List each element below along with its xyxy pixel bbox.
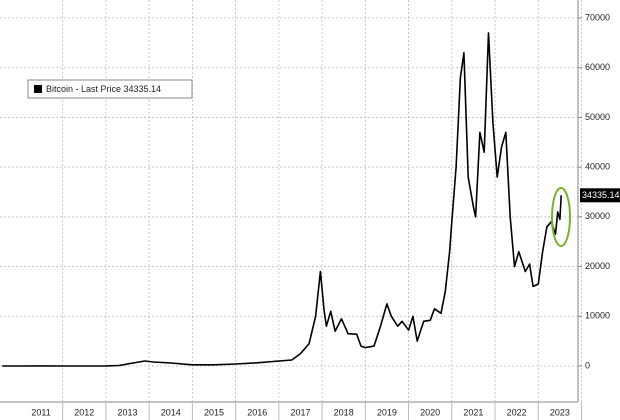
x-tick-label: 2020	[420, 407, 440, 417]
last-price-label: 34335.14	[582, 190, 620, 200]
y-tick-label: 20000	[585, 261, 610, 271]
x-tick-label: 2011	[31, 407, 50, 417]
x-tick-label: 2019	[377, 407, 397, 417]
x-tick-label: 2015	[204, 407, 224, 417]
y-tick-label: 50000	[585, 112, 610, 122]
x-tick-label: 2021	[463, 407, 483, 417]
plot-area	[0, 0, 582, 402]
price-line	[2, 32, 562, 367]
y-tick-label: 70000	[585, 12, 610, 22]
x-tick-label: 2018	[334, 407, 354, 417]
x-tick-label: 2012	[74, 407, 94, 417]
highlight-ellipse	[551, 187, 571, 247]
y-tick-label: 60000	[585, 62, 610, 72]
x-tick-label: 2017	[290, 407, 310, 417]
y-tick-label: 30000	[585, 211, 610, 221]
last-price-tag	[580, 188, 620, 203]
x-tick-label: 2013	[118, 407, 138, 417]
legend-box	[27, 79, 193, 99]
x-tick-label: 2023	[550, 407, 570, 417]
x-tick-label: 2022	[507, 407, 527, 417]
x-tick-label: 2014	[161, 407, 181, 417]
legend-text: Bitcoin - Last Price 34335.14	[46, 84, 161, 94]
legend-swatch	[34, 85, 42, 93]
y-tick-label: 0	[585, 360, 590, 370]
y-tick-label: 10000	[585, 311, 610, 321]
x-tick-label: 2016	[247, 407, 267, 417]
y-tick-label: 40000	[585, 162, 610, 172]
